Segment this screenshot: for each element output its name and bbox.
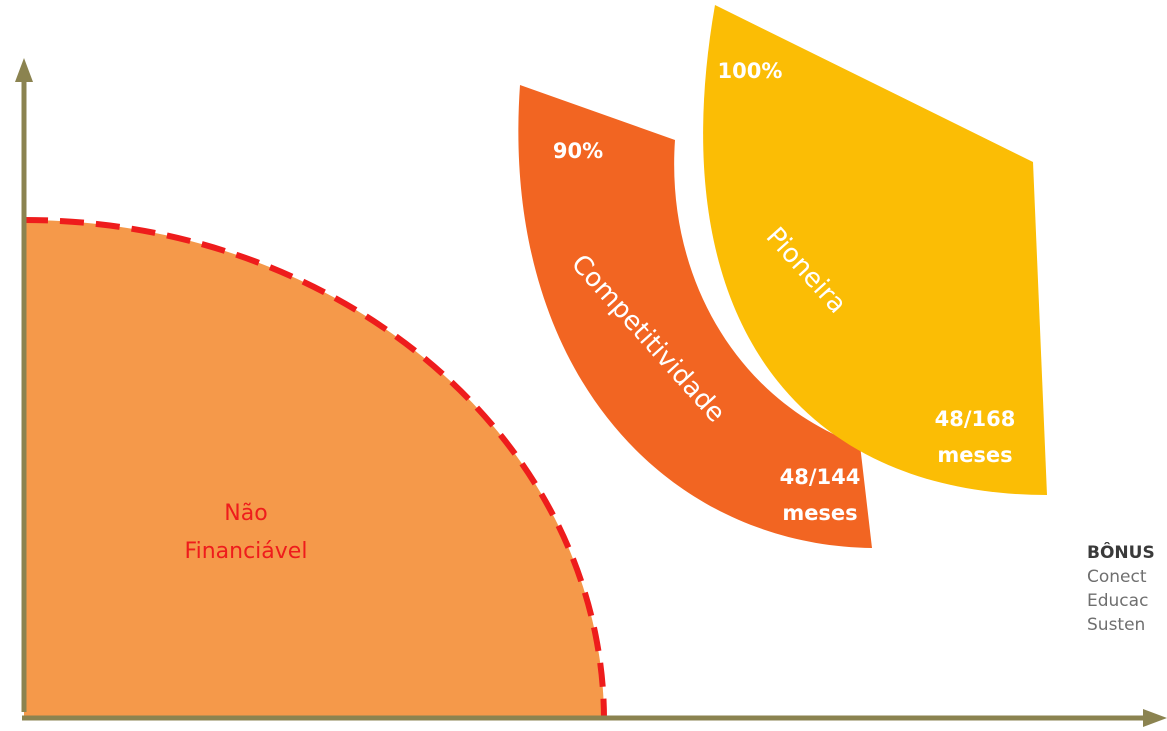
bonus-title: BÔNUS bbox=[1087, 543, 1155, 563]
x-axis-arrow bbox=[1143, 709, 1167, 727]
competitividade-zone bbox=[518, 85, 872, 548]
nao-financiavel-zone bbox=[24, 220, 604, 720]
competitividade-percent: 90% bbox=[553, 139, 603, 163]
axes bbox=[15, 58, 1167, 727]
pioneira-percent: 100% bbox=[718, 59, 783, 83]
y-axis-arrow bbox=[15, 58, 33, 82]
nao-financiavel-border bbox=[23, 217, 607, 721]
pioneira-term-line2: meses bbox=[937, 443, 1012, 467]
competitividade-term-line1: 48/144 bbox=[780, 465, 861, 489]
bonus-item: Susten bbox=[1087, 615, 1146, 635]
pioneira-term-line1: 48/168 bbox=[935, 407, 1016, 431]
pioneira-zone bbox=[703, 5, 1047, 495]
bonus-box: BÔNUS Conect Educac Susten bbox=[1087, 541, 1167, 637]
competitividade-term-line2: meses bbox=[782, 501, 857, 525]
bonus-item: Educac bbox=[1087, 591, 1149, 611]
nao-financiavel-label-line2: Financiável bbox=[185, 539, 308, 564]
nao-financiavel-label-line1: Não bbox=[224, 501, 267, 526]
bonus-item: Conect bbox=[1087, 567, 1147, 587]
